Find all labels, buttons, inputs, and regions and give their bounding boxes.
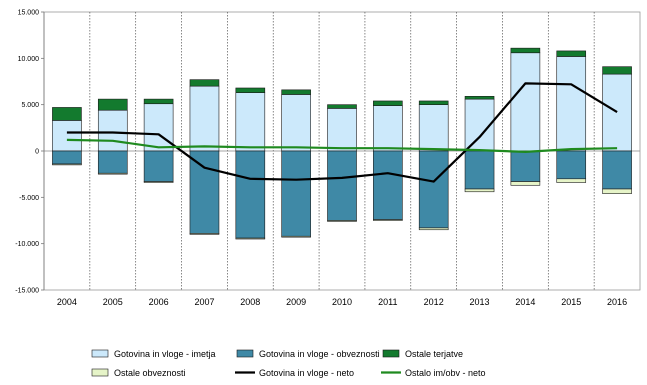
bar-segment	[143, 150, 174, 182]
x-tick-label: 2010	[332, 297, 352, 307]
bar-segment	[464, 96, 495, 100]
bar-segment	[418, 104, 449, 152]
bar-segment	[189, 85, 220, 152]
bar-segment	[235, 150, 266, 239]
bar-segment	[327, 104, 357, 109]
bar-segment	[510, 47, 541, 54]
bar-segment	[602, 73, 632, 152]
bar-segment	[97, 98, 128, 111]
bar-segment	[464, 150, 495, 190]
legend: Gotovina in vloge - imetja Gotovina in vl…	[91, 349, 486, 378]
legend-swatch	[91, 368, 109, 377]
lines	[66, 82, 618, 183]
bar-segment	[373, 150, 403, 220]
bar-segment	[281, 150, 311, 237]
series-line	[66, 82, 618, 183]
bar-segment	[556, 50, 587, 57]
y-tick-label: -10.000	[15, 241, 39, 248]
legend-label: Gotovina in vloge - imetja	[114, 349, 216, 359]
y-tick-label: 10.000	[18, 56, 40, 63]
bar-segment	[327, 220, 357, 222]
bars	[52, 47, 632, 240]
bar-segment	[510, 52, 541, 152]
bar-segment	[143, 98, 174, 105]
bar-segment	[281, 235, 311, 238]
bar-segment	[556, 150, 587, 180]
x-tick-label: 2007	[194, 297, 214, 307]
x-tick-label: 2015	[561, 297, 581, 307]
x-tick-label: 2013	[470, 297, 490, 307]
bar-segment	[235, 237, 266, 240]
bar-segment	[327, 150, 357, 221]
bar-segment	[327, 108, 357, 152]
y-tick-label: 5.000	[21, 102, 39, 109]
bar-segment	[281, 94, 311, 152]
y-axis: 15.000 10.000 5.000 0 -5.000 -10.000 -15.000	[15, 10, 45, 295]
bar-segment	[602, 150, 632, 190]
bar-segment	[373, 219, 403, 221]
legend-label: Ostale obveznosti	[114, 368, 186, 378]
bar-segment	[143, 181, 174, 183]
legend-label: Gotovina in vloge - obveznosti	[259, 349, 380, 359]
y-tick-label: 0	[35, 149, 39, 156]
x-tick-label: 2004	[57, 297, 77, 307]
bar-segment	[189, 79, 220, 87]
bar-segment	[97, 109, 128, 152]
x-tick-label: 2012	[424, 297, 444, 307]
legend-swatch	[91, 349, 109, 358]
x-tick-label: 2009	[286, 297, 306, 307]
bar-segment	[602, 66, 632, 75]
bar-segment	[52, 150, 82, 165]
bar-segment	[510, 150, 541, 182]
legend-label: Ostale terjatve	[405, 349, 463, 359]
bar-segment	[373, 105, 403, 152]
bar-segment	[418, 227, 449, 231]
legend-swatch	[382, 349, 400, 358]
bar-segment	[52, 120, 82, 152]
x-tick-label: 2005	[103, 297, 123, 307]
bar-segment	[189, 233, 220, 235]
bar-segment	[556, 178, 587, 183]
legend-label: Ostalo im/obv - neto	[405, 368, 486, 378]
y-tick-label: -5.000	[19, 195, 39, 202]
bar-segment	[418, 100, 449, 105]
bar-segment	[235, 92, 266, 152]
bar-segment	[281, 89, 311, 95]
x-tick-label: 2006	[149, 297, 169, 307]
bar-segment	[373, 100, 403, 106]
bar-segment	[464, 188, 495, 193]
bar-segment	[418, 150, 449, 229]
x-axis: 2004 2005 2006 2007 2008 2009 2010 2011 2012 2013…	[57, 297, 627, 307]
bar-segment	[97, 150, 128, 174]
x-tick-label: 2014	[515, 297, 535, 307]
bar-segment	[602, 188, 632, 194]
y-tick-label: 15.000	[18, 10, 40, 17]
bar-segment	[143, 103, 174, 152]
bar-segment	[189, 150, 220, 234]
bar-segment	[52, 107, 82, 121]
legend-label: Gotovina in vloge - neto	[259, 368, 354, 378]
bar-segment	[97, 172, 128, 175]
x-tick-label: 2016	[607, 297, 627, 307]
bar-segment	[52, 163, 82, 166]
bar-segment	[235, 87, 266, 93]
x-tick-label: 2008	[240, 297, 260, 307]
legend-swatch	[236, 349, 254, 358]
bar-segment	[510, 181, 541, 186]
bar-segment	[556, 56, 587, 152]
series-line	[66, 138, 618, 153]
y-tick-label: -15.000	[15, 288, 39, 295]
x-tick-label: 2011	[378, 297, 397, 307]
